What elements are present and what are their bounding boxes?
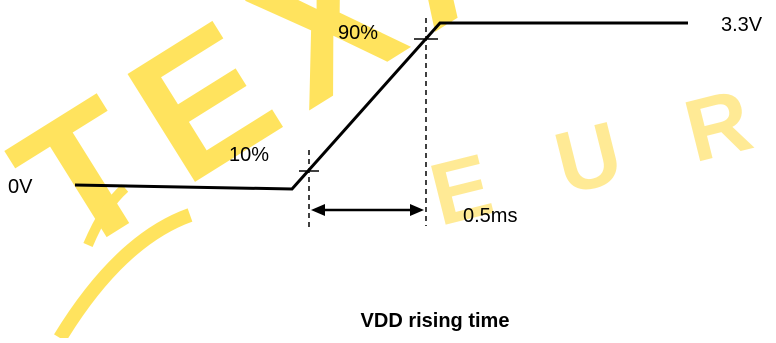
interval-arrowhead-right (410, 204, 424, 216)
watermark-arc-small (83, 184, 129, 247)
vdd-waveform-line (74, 21, 688, 191)
low-level-label: 0V (8, 176, 33, 198)
diagram-caption: VDD rising time (361, 310, 510, 332)
high-level-label: 3.3V (721, 14, 763, 36)
interval-arrowhead-left (311, 204, 325, 216)
interval-label: 0.5ms (463, 205, 517, 227)
ten-percent-label: 10% (229, 144, 269, 166)
watermark-arc (54, 208, 193, 342)
ninety-percent-label: 90% (338, 22, 378, 44)
